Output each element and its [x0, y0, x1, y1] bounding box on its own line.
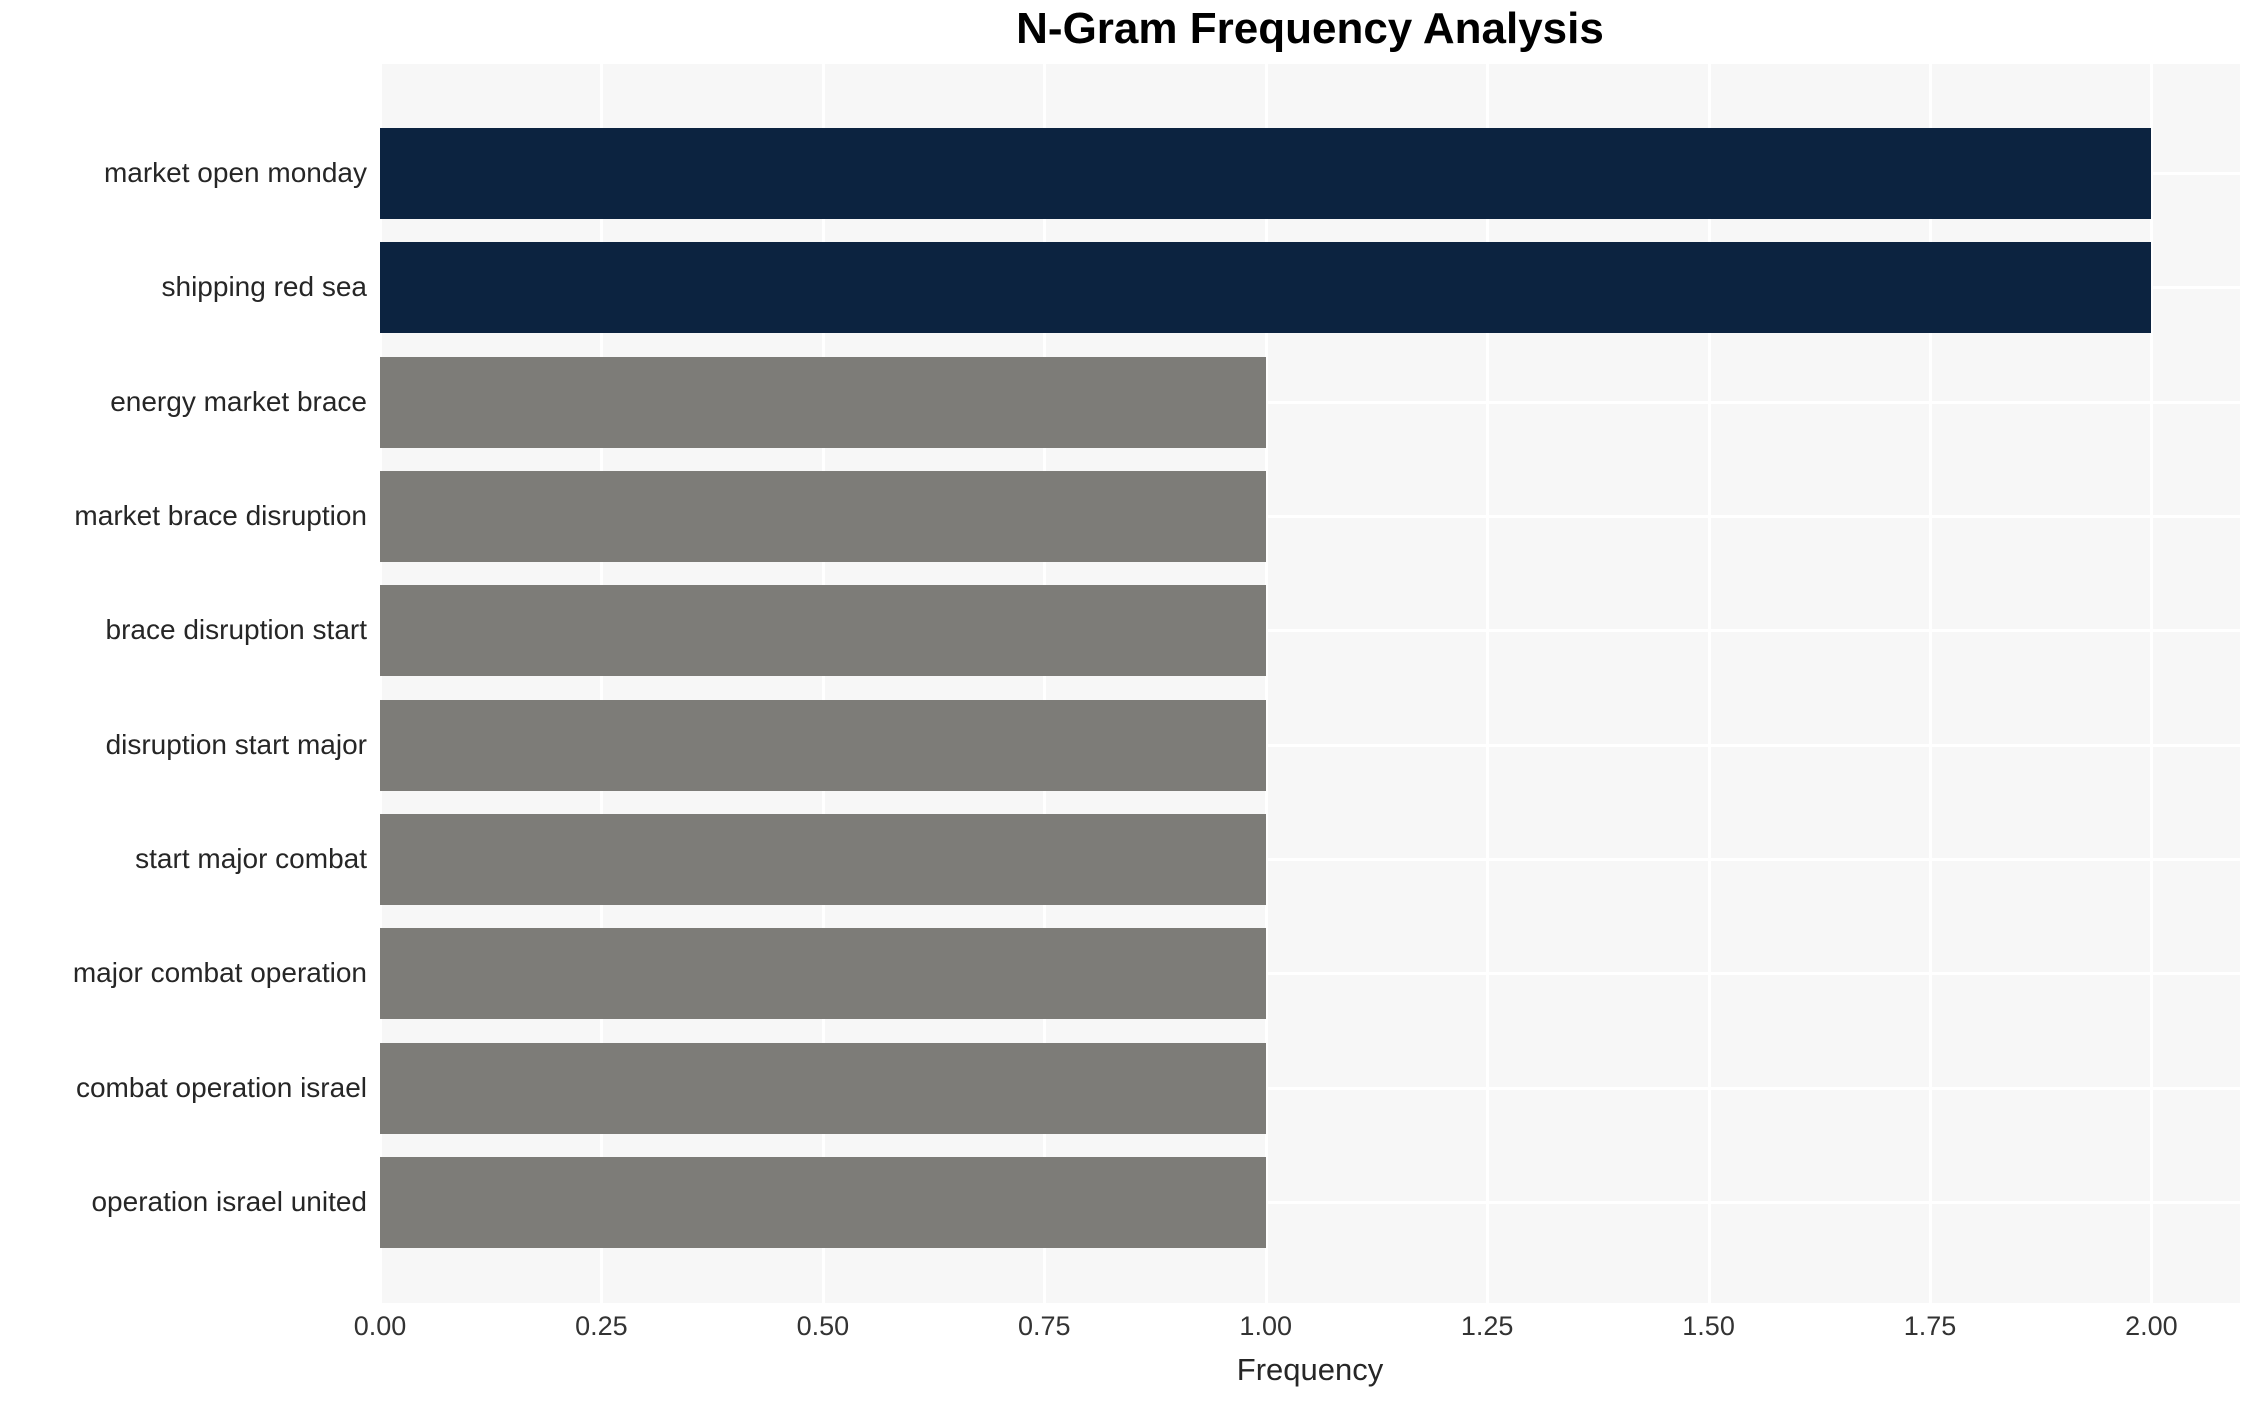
vertical-gridline: [1707, 64, 1711, 1303]
frequency-bar: [380, 128, 2152, 220]
vertical-gridline: [1043, 64, 1047, 1303]
chart-title: N-Gram Frequency Analysis: [1016, 4, 1604, 53]
frequency-bar: [380, 928, 1266, 1020]
x-tick-label: 2.00: [2125, 1311, 2178, 1341]
horizontal-gridline: [380, 515, 2240, 519]
frequency-bar: [380, 1156, 1266, 1248]
x-tick-label: 0.50: [796, 1311, 850, 1341]
x-tick-label: 0.75: [1018, 1311, 1071, 1341]
category-row: market brace disruption: [74, 459, 2240, 573]
x-tick-label: 1.00: [1239, 1311, 1292, 1341]
y-axis-category-label: disruption start major: [105, 728, 367, 760]
horizontal-gridline: [380, 1200, 2240, 1204]
vertical-gridline: [379, 64, 382, 1303]
category-row: brace disruption start: [106, 573, 2240, 687]
frequency-bar: [380, 1042, 1266, 1134]
horizontal-gridline: [380, 743, 2240, 747]
horizontal-gridline: [380, 857, 2240, 861]
x-axis-ticks: 0.00 0.25 0.50 0.75 1.00 1.25 1.50 1.75 2.00: [354, 1311, 2240, 1347]
frequency-bar: [380, 585, 1266, 677]
category-row: shipping red sea: [162, 230, 2240, 344]
x-tick-label: 0.00: [353, 1311, 407, 1341]
vertical-gridline: [821, 64, 825, 1303]
horizontal-gridline: [380, 972, 2240, 976]
vertical-gridline: [1929, 64, 1932, 1303]
horizontal-gridline: [380, 629, 2240, 633]
category-row: start major combat: [135, 802, 2240, 916]
y-axis-category-label: start major combat: [135, 842, 367, 874]
frequency-bar: [380, 356, 1266, 448]
y-axis-category-label: major combat operation: [72, 957, 367, 989]
frequency-bar: [380, 699, 1266, 791]
x-tick-label: 0.25: [575, 1311, 628, 1341]
category-row: operation israel united: [91, 1145, 2240, 1259]
vertical-gridline: [600, 64, 604, 1303]
y-axis-category-label: shipping red sea: [161, 271, 367, 303]
vertical-gridline: [1486, 64, 1490, 1303]
y-axis-category-label: combat operation israel: [75, 1071, 367, 1103]
x-axis-title: Frequency: [1236, 1352, 1384, 1387]
x-tick-label: 1.75: [1903, 1311, 1957, 1341]
category-row: market open monday: [104, 116, 2240, 230]
frequency-bar: [380, 813, 1266, 905]
category-row: combat operation israel: [76, 1030, 2240, 1144]
horizontal-gridline: [380, 1086, 2240, 1090]
y-axis-category-label: market open monday: [103, 157, 367, 189]
vertical-gridline: [1264, 64, 1268, 1303]
frequency-bar: [380, 471, 1266, 563]
category-row: major combat operation: [73, 916, 2240, 1030]
horizontal-gridline: [380, 400, 2240, 404]
frequency-bar: [380, 242, 2152, 334]
y-axis-category-label: operation israel united: [91, 1185, 367, 1217]
vertical-gridline: [2150, 64, 2154, 1303]
x-tick-label: 1.50: [1682, 1311, 1735, 1341]
y-axis-category-label: market brace disruption: [74, 500, 367, 532]
y-axis-category-label: energy market brace: [110, 385, 367, 417]
bar-rows: market open monday shipping red sea energy…: [73, 64, 2240, 1303]
y-axis-category-label: brace disruption start: [105, 614, 367, 646]
category-row: disruption start major: [106, 687, 2240, 801]
x-tick-label: 1.25: [1460, 1311, 1514, 1341]
plot-area: market open monday shipping red sea energy…: [73, 64, 2240, 1303]
category-row: energy market brace: [110, 345, 2240, 459]
